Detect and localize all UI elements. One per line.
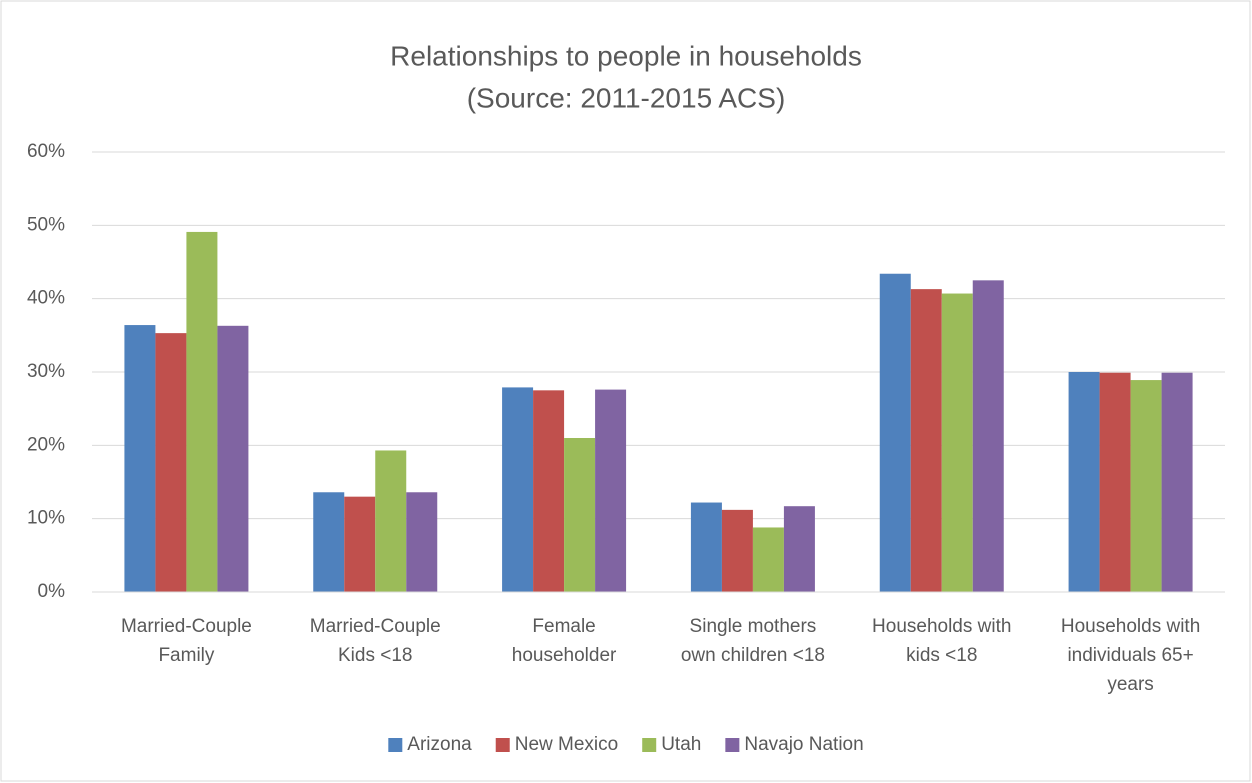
x-tick-label: Married-Couple: [121, 616, 252, 637]
bar: [186, 231, 218, 592]
x-tick-label: Households with: [1061, 616, 1200, 637]
bar: [124, 325, 156, 592]
bar: [502, 387, 534, 592]
y-tick-label: 60%: [27, 141, 65, 162]
bar: [533, 390, 565, 592]
bar: [313, 492, 345, 592]
x-tick-label: Family: [158, 645, 214, 666]
bar: [595, 389, 627, 592]
bar: [910, 289, 942, 592]
x-tick-label: individuals 65+: [1067, 645, 1193, 666]
chart-subtitle: (Source: 2011-2015 ACS): [467, 82, 786, 113]
x-tick-label: Female: [532, 616, 595, 637]
bar: [783, 506, 815, 592]
x-tick-label: Households with: [872, 616, 1011, 637]
bar: [721, 509, 753, 592]
y-tick-label: 40%: [27, 288, 65, 309]
y-tick-label: 0%: [38, 581, 66, 602]
legend-swatch: [725, 738, 740, 752]
x-tick-label: Single mothers: [690, 616, 817, 637]
bar: [375, 450, 407, 592]
legend-label: Utah: [661, 734, 701, 755]
x-tick-label: own children <18: [681, 645, 825, 666]
y-tick-label: 10%: [27, 508, 65, 529]
bar: [941, 293, 973, 592]
bar: [972, 280, 1004, 592]
bar: [344, 496, 376, 592]
x-tick-label: kids <18: [906, 645, 977, 666]
bar: [879, 273, 911, 592]
bar: [406, 492, 438, 592]
legend-label: Navajo Nation: [744, 734, 863, 755]
y-tick-label: 30%: [27, 361, 65, 382]
x-tick-label: Married-Couple: [310, 616, 441, 637]
bar: [1130, 380, 1162, 592]
legend-swatch: [642, 738, 657, 752]
legend-swatch: [388, 738, 403, 752]
y-tick-label: 50%: [27, 214, 65, 235]
chart-title: Relationships to people in households: [390, 40, 862, 71]
bar: [1068, 372, 1100, 592]
legend-swatch: [495, 738, 510, 752]
x-tick-label: Kids <18: [338, 645, 412, 666]
y-tick-label: 20%: [27, 434, 65, 455]
bar: [155, 333, 187, 592]
bar: [1099, 372, 1131, 592]
legend-label: Arizona: [407, 734, 472, 755]
bar: [217, 325, 249, 592]
x-tick-label: years: [1107, 674, 1153, 695]
bar: [564, 438, 596, 592]
bar: [1161, 372, 1193, 592]
bar: [752, 527, 784, 592]
legend-label: New Mexico: [515, 734, 618, 755]
x-tick-label: householder: [512, 645, 617, 666]
bar: [690, 502, 722, 592]
